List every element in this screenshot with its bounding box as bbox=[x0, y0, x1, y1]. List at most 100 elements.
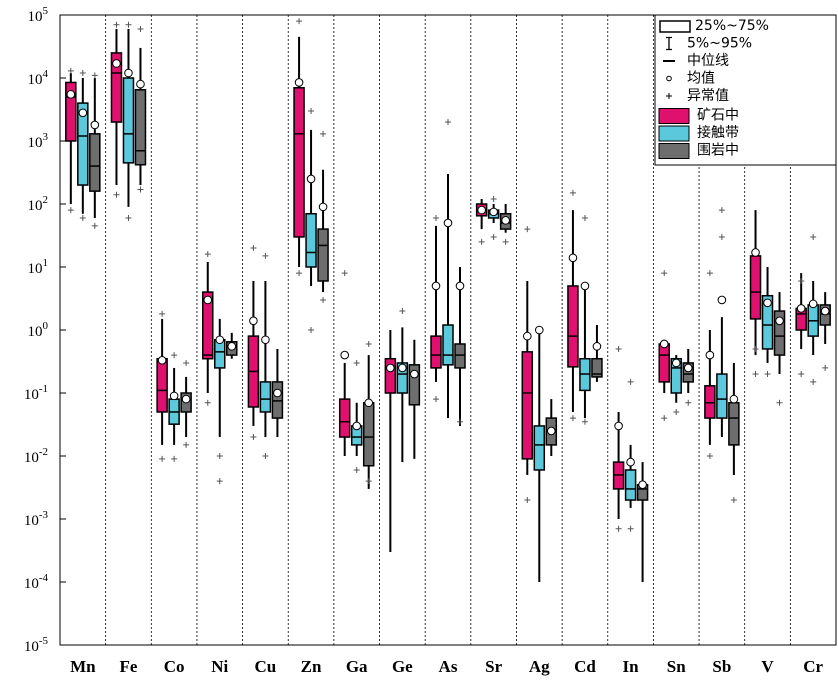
mean-marker bbox=[249, 316, 258, 326]
outlier bbox=[706, 270, 713, 277]
outlier bbox=[661, 415, 668, 422]
box bbox=[271, 381, 284, 419]
mean-marker bbox=[386, 363, 395, 373]
y-tick-exponent: -2 bbox=[39, 446, 48, 458]
y-tick-label: 102 bbox=[28, 194, 49, 215]
y-tick-label: 105 bbox=[28, 5, 49, 26]
mean-marker bbox=[580, 281, 590, 291]
outlier bbox=[353, 359, 360, 366]
mean-marker bbox=[808, 299, 818, 309]
box bbox=[202, 291, 214, 360]
outlier bbox=[67, 207, 74, 214]
box bbox=[682, 362, 694, 383]
mean-marker bbox=[66, 90, 76, 99]
mean-marker bbox=[294, 78, 304, 87]
box bbox=[156, 357, 168, 413]
outlier bbox=[627, 378, 634, 385]
outlier bbox=[216, 453, 223, 459]
outlier bbox=[798, 371, 805, 378]
box bbox=[773, 310, 786, 356]
mean-marker bbox=[763, 298, 772, 308]
y-tick-exponent: 3 bbox=[43, 131, 49, 143]
y-tick-base: 10 bbox=[24, 513, 39, 529]
x-tick-label: Ge bbox=[392, 657, 413, 676]
outlier bbox=[216, 478, 223, 485]
outlier bbox=[706, 453, 713, 459]
mean-marker bbox=[659, 339, 669, 349]
y-tick-base: 10 bbox=[28, 72, 43, 88]
mean-marker bbox=[522, 331, 532, 341]
mean-marker bbox=[751, 248, 760, 257]
mean-marker bbox=[705, 350, 715, 360]
box bbox=[89, 133, 101, 192]
outlier bbox=[433, 214, 439, 221]
outlier bbox=[502, 238, 509, 245]
legend-icon bbox=[666, 75, 672, 82]
outlier bbox=[296, 270, 303, 277]
outlier bbox=[457, 418, 463, 425]
y-tick-label: 10-3 bbox=[24, 509, 49, 530]
outlier bbox=[752, 371, 759, 378]
y-tick-exponent: 0 bbox=[43, 320, 49, 332]
y-tick-base: 10 bbox=[28, 9, 43, 25]
mean-marker bbox=[78, 108, 88, 118]
mean-marker bbox=[124, 68, 133, 78]
box bbox=[110, 52, 123, 123]
mean-marker bbox=[775, 316, 784, 326]
mean-marker bbox=[398, 363, 407, 373]
y-tick-exponent: -5 bbox=[39, 635, 49, 647]
outlier bbox=[569, 189, 576, 196]
box bbox=[122, 77, 135, 164]
outlier bbox=[113, 21, 120, 28]
outlier bbox=[524, 226, 531, 233]
y-tick-exponent: 2 bbox=[43, 194, 49, 206]
x-tick-label: Ag bbox=[529, 657, 550, 676]
outlier bbox=[433, 396, 439, 403]
mean-marker bbox=[112, 59, 121, 68]
legend-swatch bbox=[658, 108, 690, 124]
outlier bbox=[296, 18, 303, 25]
outlier bbox=[752, 345, 759, 352]
mean-marker bbox=[683, 363, 693, 373]
box bbox=[293, 87, 305, 238]
box bbox=[259, 381, 272, 413]
y-tick-base: 10 bbox=[24, 450, 39, 466]
outlier bbox=[159, 455, 166, 462]
mean-marker bbox=[273, 388, 282, 398]
mean-marker bbox=[410, 369, 419, 379]
outlier bbox=[569, 415, 576, 422]
x-tick-label: Fe bbox=[120, 657, 138, 676]
mean-marker bbox=[443, 218, 453, 228]
y-tick-exponent: 4 bbox=[43, 68, 49, 80]
mean-marker bbox=[638, 480, 647, 490]
outlier bbox=[125, 214, 132, 221]
y-tick-base: 10 bbox=[28, 324, 43, 340]
mean-marker bbox=[90, 120, 100, 130]
mean-marker bbox=[340, 350, 350, 360]
legend-icon bbox=[659, 20, 691, 33]
x-tick-label: Co bbox=[164, 657, 185, 676]
outlier bbox=[524, 497, 531, 504]
x-tick-label: In bbox=[623, 657, 640, 676]
y-tick-exponent: -3 bbox=[39, 509, 49, 521]
outlier bbox=[308, 107, 315, 114]
legend-label: 5%~95% bbox=[687, 36, 752, 52]
mean-marker bbox=[203, 295, 213, 305]
mean-marker bbox=[352, 421, 362, 431]
box bbox=[317, 228, 329, 282]
legend-label: 异常值 bbox=[687, 88, 729, 104]
y-tick-base: 10 bbox=[28, 198, 43, 214]
legend-label: 接触带 bbox=[697, 124, 739, 141]
box bbox=[624, 469, 637, 501]
box bbox=[704, 385, 716, 419]
y-tick-base: 10 bbox=[24, 387, 39, 403]
mean-marker bbox=[820, 306, 830, 316]
x-tick-label: Ga bbox=[346, 657, 368, 676]
outlier bbox=[341, 270, 348, 277]
mean-marker bbox=[626, 457, 635, 467]
outlier bbox=[308, 327, 315, 333]
box bbox=[338, 398, 351, 438]
box bbox=[567, 285, 579, 368]
y-tick-label: 103 bbox=[28, 131, 49, 152]
